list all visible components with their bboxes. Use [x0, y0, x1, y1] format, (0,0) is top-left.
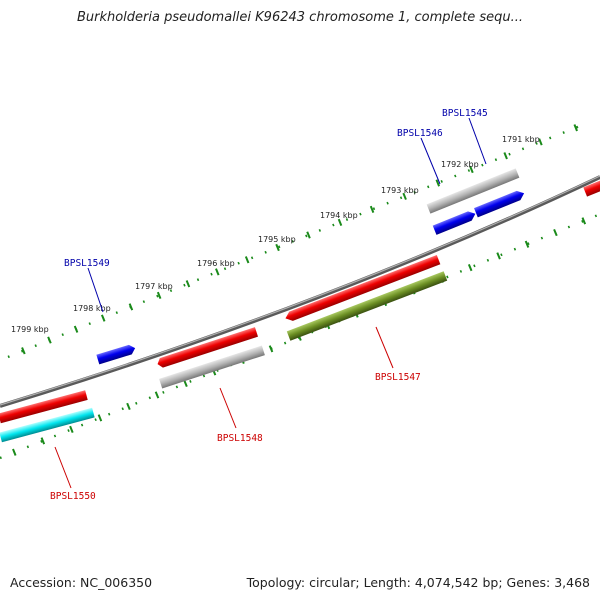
gene-label-bpsl1547[interactable]: BPSL1547 — [375, 372, 421, 383]
topology-text: Topology: circular; Length: 4,074,542 bp… — [246, 575, 590, 590]
kbp-label-1799: 1799 kbp — [11, 325, 49, 334]
major-tick — [156, 291, 162, 300]
reverse-leader-lines — [54, 326, 394, 489]
major-tick — [268, 345, 274, 353]
gene-label-bpsl1549[interactable]: BPSL1549 — [64, 258, 110, 269]
kbp-label-1793: 1793 kbp — [381, 186, 419, 195]
gene-label-bpsl1548[interactable]: BPSL1548 — [217, 433, 263, 444]
major-tick — [435, 179, 441, 187]
major-tick — [503, 152, 508, 160]
major-tick — [215, 268, 220, 276]
major-tick — [337, 218, 343, 226]
gene-bpsl1545-arrow[interactable] — [474, 189, 526, 218]
major-tick — [73, 325, 79, 333]
major-tick — [538, 138, 543, 146]
kbp-label-1795: 1795 kbp — [258, 235, 296, 244]
gray-feature-top[interactable] — [426, 168, 520, 214]
major-tick — [581, 217, 587, 225]
kbp-label-1798: 1798 kbp — [73, 304, 111, 313]
genome-backbone — [0, 175, 600, 408]
kbp-label-1797: 1797 kbp — [135, 282, 173, 291]
kbp-label-1794: 1794 kbp — [320, 211, 358, 220]
gene-label-bpsl1545[interactable]: BPSL1545 — [442, 108, 488, 119]
map-title: Burkholderia pseudomallei K96243 chromos… — [76, 10, 524, 25]
gene-label-bpsl1550[interactable]: BPSL1550 — [50, 491, 96, 502]
major-tick — [97, 414, 103, 422]
major-tick — [12, 448, 17, 456]
kbp-label-1796: 1796 kbp — [197, 259, 235, 268]
forward-leader-lines — [87, 117, 487, 313]
gene-red-edge-arrow[interactable] — [583, 176, 600, 197]
major-tick — [467, 263, 473, 272]
major-tick — [369, 205, 375, 214]
major-tick — [47, 336, 52, 344]
major-tick — [40, 437, 46, 445]
gene-bpsl1546-arrow[interactable] — [432, 209, 478, 235]
major-tick — [69, 425, 74, 434]
cyan-feature[interactable] — [0, 407, 95, 443]
major-tick — [553, 228, 558, 237]
gene-bpsl1547-arrow[interactable] — [284, 254, 441, 323]
gene-bpsl1548-arrow[interactable] — [156, 327, 259, 369]
accession-text: Accession: NC_006350 — [10, 575, 153, 590]
olive-feature[interactable] — [286, 271, 448, 341]
kbp-label-1792: 1792 kbp — [441, 160, 479, 169]
major-tick — [185, 280, 191, 288]
gene-bpsl1550-arrow[interactable] — [0, 390, 88, 424]
gray-feature-lower[interactable] — [159, 345, 265, 389]
major-tick — [244, 256, 250, 264]
major-tick — [496, 252, 501, 260]
major-tick — [402, 192, 407, 200]
major-tick — [275, 243, 280, 252]
major-tick — [183, 379, 188, 388]
major-tick — [126, 402, 131, 411]
major-tick — [573, 124, 578, 132]
major-tick — [524, 240, 530, 248]
major-tick — [469, 165, 474, 174]
kbp-label-1791: 1791 kbp — [502, 135, 540, 144]
gene-bpsl1549-arrow[interactable] — [96, 343, 136, 365]
outer-ruler-track — [7, 120, 591, 359]
outer-major-ticks — [21, 124, 578, 355]
major-tick — [21, 347, 26, 355]
major-tick — [306, 231, 311, 239]
gene-label-bpsl1546[interactable]: BPSL1546 — [397, 128, 443, 139]
major-tick — [154, 391, 160, 399]
major-tick — [100, 314, 106, 322]
major-tick — [128, 303, 134, 311]
